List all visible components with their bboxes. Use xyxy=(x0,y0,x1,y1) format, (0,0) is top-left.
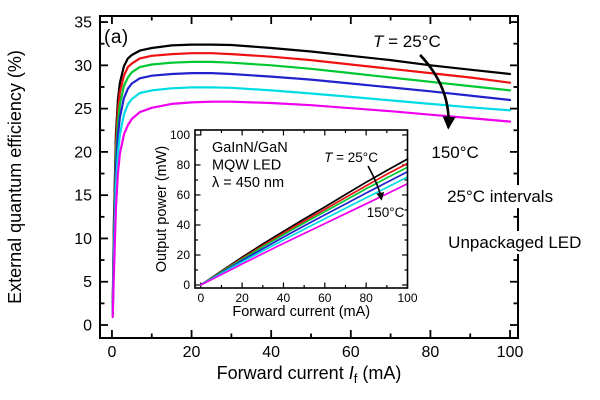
main-series-150°C xyxy=(111,100,512,319)
main-series-100°C xyxy=(111,71,512,314)
inset-y-tick-label: 20 xyxy=(177,248,191,262)
inset-temp-end-label: 150°C xyxy=(367,205,405,220)
main-y-tick-label: 5 xyxy=(83,274,92,291)
main-series-125°C xyxy=(111,86,512,316)
main-y-tick-label: 35 xyxy=(74,15,92,32)
unpackaged-note-bg xyxy=(445,230,585,254)
main-x-tick-label: 0 xyxy=(107,344,116,361)
inset-temp-start-label: T = 25°C xyxy=(324,150,378,165)
temp-start-label: T = 25°C xyxy=(373,32,441,51)
main-series-75°C xyxy=(111,60,512,313)
inset-series-125°C xyxy=(199,176,409,286)
inset-y-tick-label: 100 xyxy=(170,128,190,142)
main-x-tick-label: 80 xyxy=(422,344,440,361)
inset-y-tick-label: 60 xyxy=(177,188,191,202)
unpackaged-note: Unpackaged LED xyxy=(448,233,581,252)
inset-x-tick-label: 20 xyxy=(235,291,249,305)
main-y-tick-label: 20 xyxy=(74,144,92,161)
inset-x-tick-label: 100 xyxy=(397,291,417,305)
inset-info-line-3: λ = 450 nm xyxy=(212,175,284,191)
intervals-note-bg xyxy=(444,185,557,209)
inset-temp-trend-arrow xyxy=(367,165,385,201)
main-y-axis-title: External quantum efficiency (%) xyxy=(5,50,25,304)
panel-label: (a) xyxy=(104,27,129,48)
main-y-tick-label: 30 xyxy=(74,58,92,75)
inset-series-150°C xyxy=(199,182,409,286)
temp-trend-arrow xyxy=(419,54,456,130)
inset-y-tick-label: 0 xyxy=(183,278,190,292)
main-y-tick-label: 10 xyxy=(74,231,92,248)
inset-y-tick-label: 80 xyxy=(177,158,191,172)
inset-background xyxy=(195,130,408,288)
main-y-tick-label: 25 xyxy=(74,101,92,118)
main-x-axis-title: Forward current If (mA) xyxy=(217,363,402,386)
inset-x-tick-label: 0 xyxy=(197,291,204,305)
inset-y-axis-title: Output power (mW) xyxy=(154,146,170,273)
intervals-note: 25°C intervals xyxy=(447,187,553,206)
inset-x-axis-title: Forward current (mA) xyxy=(232,304,370,320)
inset-y-tick-label: 40 xyxy=(177,218,191,232)
main-y-tick-label: 0 xyxy=(83,318,92,335)
main-series-25°C xyxy=(111,43,512,309)
inset-axes-frame xyxy=(194,129,409,289)
inset-info-line-2: MQW LED xyxy=(212,157,281,173)
inset-x-tick-label: 60 xyxy=(318,291,332,305)
main-plot: 0 20 40 60 80 100 0 5 10 15 20 25 30 35 External quant… xyxy=(5,15,585,386)
inset-x-tick-label: 40 xyxy=(277,291,291,305)
inset-series-100°C xyxy=(199,170,409,286)
temp-end-label: 150°C xyxy=(431,143,478,162)
inset-series-75°C xyxy=(199,166,409,286)
main-axes-frame xyxy=(99,15,519,339)
main-series-50°C xyxy=(111,52,512,311)
main-x-tick-label: 40 xyxy=(262,344,280,361)
inset-info-line-1: GaInN/GaN xyxy=(212,140,288,156)
inset-x-tick-label: 80 xyxy=(359,291,373,305)
main-x-tick-label: 20 xyxy=(183,344,201,361)
main-x-tick-label: 100 xyxy=(497,344,524,361)
main-y-tick-label: 15 xyxy=(74,188,92,205)
main-x-tick-label: 60 xyxy=(342,344,360,361)
